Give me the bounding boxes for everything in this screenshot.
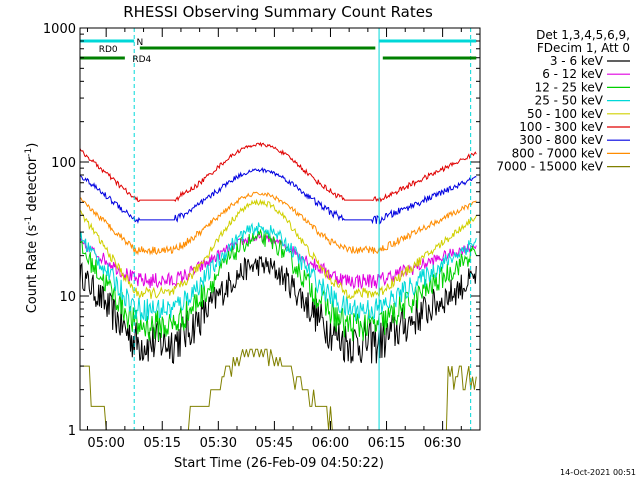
series-line [80,348,477,431]
series-line [79,166,477,225]
legend-entry-label: 25 - 50 keV [535,94,604,108]
series-line [79,222,477,322]
x-tick-label: 06:00 [312,436,349,451]
y-tick-label: 1 [68,424,76,439]
y-tick-label: 100 [51,156,76,171]
y-axis-label-sup2: -1 [24,148,34,157]
flag-bars: N RD0 RD4 [80,38,477,65]
series-line [79,198,477,300]
legend-entry-label: 6 - 12 keV [542,67,604,81]
legend-entry-label: 800 - 7000 keV [512,146,604,160]
x-tick-label: 05:30 [200,436,237,451]
series-line [79,255,477,364]
legend-header-line2: FDecim 1, Att 0 [537,41,630,55]
timestamp: 14-Oct-2021 00:51 [560,468,636,477]
legend-entry-label: 100 - 300 keV [519,120,603,134]
night-flag-label: N [136,38,143,48]
plot-frame [79,27,481,431]
plot-area [79,28,477,431]
series-line [79,228,477,342]
legend-entry-label: 300 - 800 keV [519,133,603,147]
series-line [79,141,477,203]
y-tick-label: 10 [59,290,76,305]
rd4-flag-label: RD4 [132,55,151,65]
legend-header-line1: Det 1,3,4,5,6,9, [536,28,630,42]
legend: Det 1,3,4,5,6,9, FDecim 1, Att 0 3 - 6 k… [496,28,630,174]
x-tick-label: 05:45 [256,436,293,451]
legend-entry-label: 50 - 100 keV [527,107,604,121]
y-axis-label-sup1: -1 [24,216,34,225]
x-tick-label: 06:30 [424,436,461,451]
y-axis-label: Count Rate (s-1 detector-1) [24,143,40,314]
chart-title: RHESSI Observing Summary Count Rates [123,3,433,21]
y-axis-label-part2: detector [25,156,40,216]
rd0-flag-label: RD0 [99,45,118,55]
x-tick-label: 06:15 [368,436,405,451]
x-tick-label: 05:00 [87,436,124,451]
y-axis-label-part3: ) [25,143,40,148]
legend-entry-label: 3 - 6 keV [550,54,604,68]
x-axis-label: Start Time (26-Feb-09 04:50:22) [174,456,384,471]
y-tick-label: 1000 [43,22,76,37]
series-line [79,191,477,256]
legend-entry-label: 7000 - 15000 keV [496,160,603,174]
legend-entry-label: 12 - 25 keV [535,80,604,94]
y-axis-label-part1: Count Rate (s [25,225,40,314]
axes: 1 10 100 1000 05:00 05:15 05:30 05:45 06:00 06:15… [43,22,481,451]
x-tick-label: 05:15 [144,436,181,451]
